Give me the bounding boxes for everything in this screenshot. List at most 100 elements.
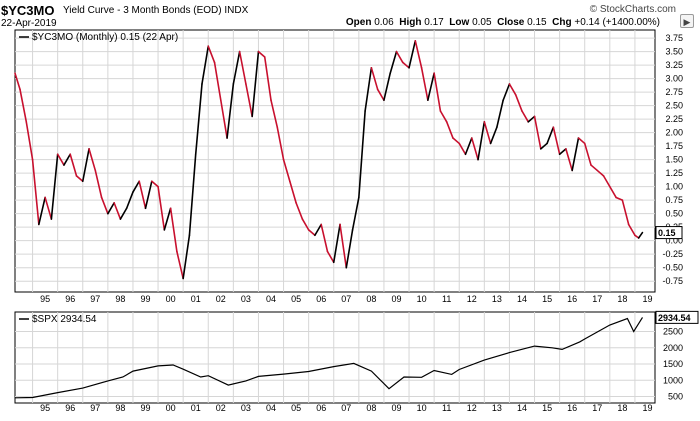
high-label: High — [399, 17, 422, 28]
series-segment-down — [19, 88, 28, 123]
x-tick-label: 19 — [642, 294, 652, 304]
x-tick-label: 18 — [617, 294, 627, 304]
series-segment-down — [533, 115, 542, 150]
series-segment-down — [220, 99, 228, 139]
x-tick-label: 14 — [517, 294, 527, 304]
series-segment-up — [132, 180, 141, 193]
low-value: 0.05 — [472, 17, 492, 28]
x-tick-label: 96 — [65, 403, 75, 413]
series-segment-up — [502, 83, 511, 102]
series-segment-up — [558, 148, 567, 156]
series-segment-down — [282, 158, 291, 183]
series-segment-up — [496, 99, 504, 129]
series-segment-down — [113, 202, 122, 220]
series-segment-up — [546, 126, 555, 145]
chart-header: $YC3MO Yield Curve - 3 Month Bonds (EOD)… — [0, 0, 700, 30]
y-tick-label: 2.25 — [665, 114, 683, 124]
series-segment-down — [414, 40, 423, 69]
series-segment-down — [521, 110, 530, 123]
x-tick-label: 96 — [65, 294, 75, 304]
series-segment-down — [514, 94, 523, 112]
y-tick-label: -0.75 — [662, 276, 683, 286]
chg-label: Chg — [552, 17, 572, 28]
series-segment-down — [565, 148, 573, 172]
triangle-right-icon[interactable]: ▶ — [680, 14, 694, 28]
y-tick-label: 1.00 — [665, 182, 683, 192]
series-segment-down — [395, 50, 404, 64]
y-tick-label: 1000 — [663, 375, 683, 385]
series-segment-down — [157, 185, 166, 231]
series-segment-down — [100, 196, 109, 215]
x-tick-label: 15 — [542, 294, 552, 304]
last-value-tag: 2934.54 — [655, 310, 699, 324]
series-segment-down — [552, 126, 561, 156]
spx-panel: 500 1000 1500 2000 2500 95 96 97 98 99 00 01 02 03 04 0… — [14, 310, 699, 413]
series-segment-down — [245, 83, 253, 118]
x-tick-label: 00 — [166, 294, 176, 304]
series-segment-down — [508, 83, 517, 96]
x-tick-label: 17 — [592, 294, 602, 304]
series-segment-down — [207, 45, 216, 64]
series-segment-down — [621, 199, 630, 226]
panel-frame — [14, 311, 656, 404]
y-tick-label: 2.50 — [665, 101, 683, 111]
y-tick-label: 3.25 — [665, 60, 683, 70]
x-tick-label: 11 — [442, 403, 451, 413]
y-tick-label: -0.25 — [662, 249, 683, 259]
series-segment-up — [182, 234, 191, 280]
x-tick-label: 08 — [366, 403, 376, 413]
series-segment-down — [439, 110, 448, 123]
series-segment-up — [226, 83, 235, 139]
series-segment-down — [289, 180, 297, 204]
series-segment-up — [358, 110, 366, 199]
x-tick-label: 07 — [341, 403, 351, 413]
series-segment-up — [464, 137, 473, 156]
x-tick-label: 17 — [592, 403, 602, 413]
y-tick-label: 0.75 — [665, 195, 683, 205]
yield-curve-panel: -0.75-0.50-0.250.000.250.500.751.001.251… — [14, 29, 683, 304]
series-segment-up — [119, 207, 128, 220]
series-segment-down — [88, 148, 97, 172]
series-segment-up — [427, 72, 435, 102]
series-segment-up — [194, 83, 203, 156]
x-tick-label: 18 — [617, 403, 627, 413]
series-segment-up — [489, 126, 498, 145]
series-segment-up — [527, 115, 536, 123]
series-segment-down — [602, 175, 611, 188]
x-tick-label: 15 — [542, 403, 552, 413]
series-segment-up — [408, 40, 417, 69]
series-segment-up — [332, 223, 341, 264]
series-segment-down — [326, 250, 335, 264]
x-tick-label: 01 — [191, 294, 201, 304]
series-segment-down — [138, 180, 147, 210]
chart-legend: $SPX 2934.54 — [19, 314, 97, 325]
y-tick-label: 3.75 — [665, 33, 683, 43]
series-segment-down — [238, 50, 247, 85]
series-segment-down — [320, 223, 329, 253]
x-tick-label: 05 — [291, 294, 301, 304]
series-segment-down — [307, 229, 316, 237]
series-segment-down — [339, 223, 348, 269]
series-segment-down — [257, 50, 266, 58]
series-segment-up — [637, 231, 644, 239]
series-segment-down — [470, 137, 479, 161]
series-segment-up — [63, 153, 72, 166]
chart-date: 22-Apr-2019 — [1, 18, 57, 29]
series-segment-down — [609, 185, 617, 199]
series-segment-down — [301, 218, 310, 231]
y-tick-label: 500 — [668, 392, 683, 402]
ohlc-readout: Open 0.06 High 0.17 Low 0.05 Close 0.15 … — [346, 17, 660, 28]
series-segment-down — [56, 153, 65, 166]
series-segment-down — [94, 169, 103, 199]
last-value-tag: 0.15 — [655, 226, 683, 240]
series-segment-down — [458, 142, 467, 156]
x-tick-label: 02 — [216, 403, 226, 413]
y-tick-label: 2000 — [663, 343, 683, 353]
series-segment-down — [452, 137, 461, 145]
series-segment-up — [201, 45, 210, 85]
series-segment-up — [540, 142, 548, 150]
y-tick-label: 3.50 — [665, 47, 683, 57]
legend-label: $YC3MO (Monthly) 0.15 (22 Apr) — [32, 32, 178, 43]
x-tick-label: 11 — [442, 294, 451, 304]
